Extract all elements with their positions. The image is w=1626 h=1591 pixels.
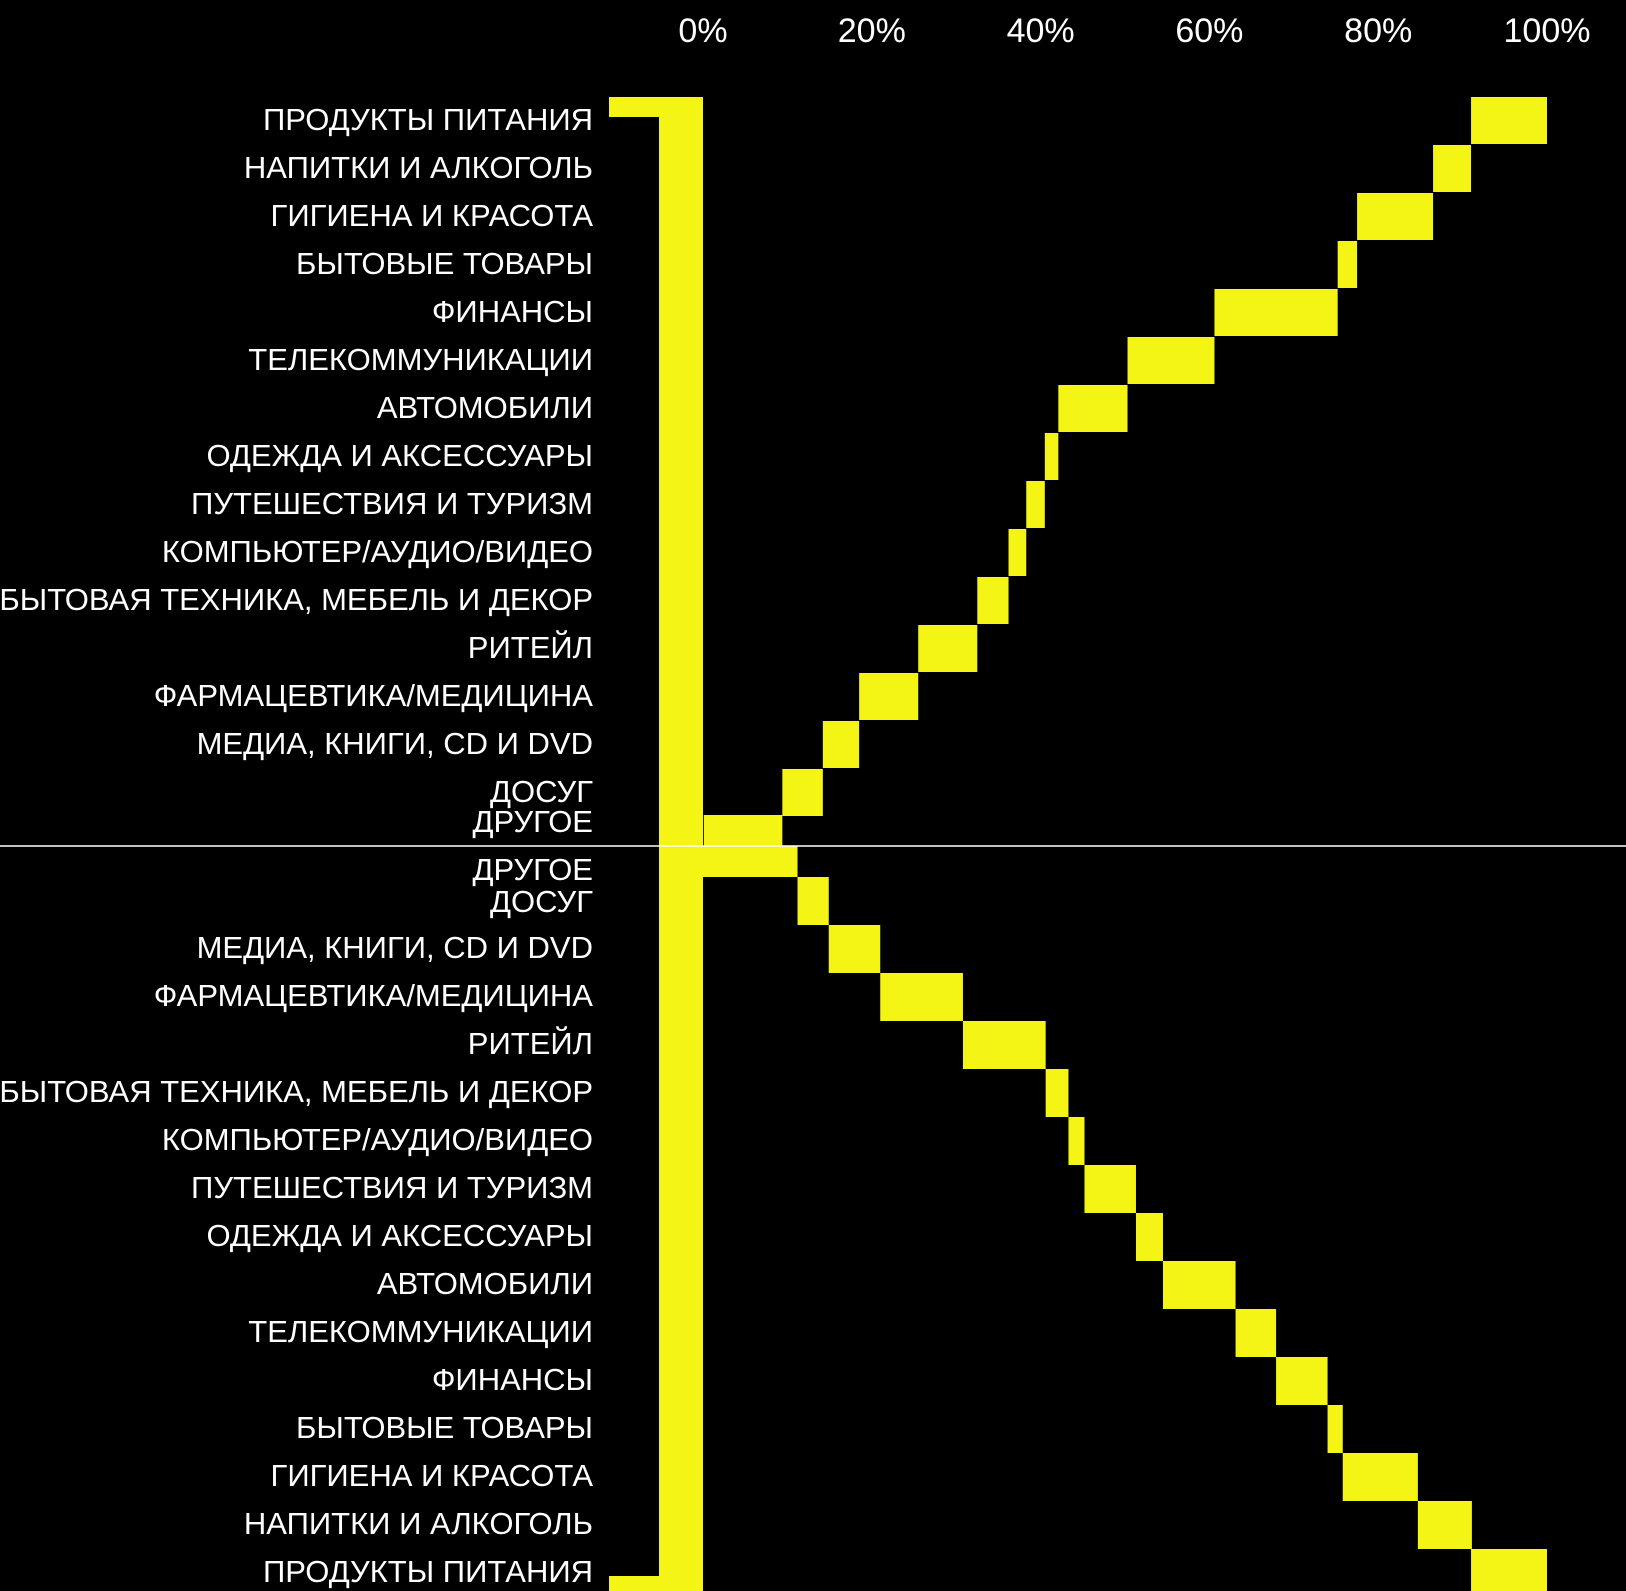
- bar-bottom: [1045, 1069, 1069, 1117]
- bar-top: [1337, 241, 1358, 288]
- category-label-top: БЫТОВЫЕ ТОВАРЫ: [296, 246, 593, 281]
- category-label-top: ТЕЛЕКОММУНИКАЦИИ: [248, 342, 593, 377]
- bar-top: [918, 625, 978, 672]
- bar-top: [782, 769, 823, 816]
- category-label-bottom: ТЕЛЕКОММУНИКАЦИИ: [248, 1314, 593, 1349]
- bar-top: [1026, 481, 1045, 528]
- category-label-bottom: ГИГИЕНА И КРАСОТА: [271, 1458, 594, 1493]
- category-label-top: ПРОДУКТЫ ПИТАНИЯ: [263, 102, 593, 137]
- category-label-top: ФИНАНСЫ: [432, 294, 593, 329]
- bar-top: [1357, 193, 1434, 240]
- category-label-bottom: ФАРМАЦЕВТИКА/МЕДИЦИНА: [154, 978, 594, 1013]
- bar-bottom: [1135, 1213, 1163, 1261]
- category-label-bottom: БЫТОВАЯ ТЕХНИКА, МЕБЕЛЬ И ДЕКОР: [0, 1074, 593, 1109]
- category-label-top: ДРУГОЕ: [472, 804, 593, 839]
- category-label-bottom: МЕДИА, КНИГИ, CD И DVD: [197, 930, 593, 965]
- category-label-top: НАПИТКИ И АЛКОГОЛЬ: [244, 150, 593, 185]
- x-tick-label: 40%: [1007, 12, 1075, 50]
- category-label-bottom: ПРОДУКТЫ ПИТАНИЯ: [263, 1554, 593, 1589]
- total-bar-bottom: [659, 846, 703, 1591]
- x-tick-label: 60%: [1175, 12, 1243, 50]
- bar-top: [1044, 433, 1059, 480]
- bar-bottom: [1276, 1357, 1328, 1405]
- category-label-top: ГИГИЕНА И КРАСОТА: [271, 198, 594, 233]
- bar-bottom: [703, 846, 798, 877]
- bar-top: [977, 577, 1009, 624]
- bar-top: [703, 815, 783, 846]
- total-bar-bottom-cap: [609, 1576, 703, 1591]
- bar-bottom: [1162, 1261, 1236, 1309]
- category-label-top: ФАРМАЦЕВТИКА/МЕДИЦИНА: [154, 678, 594, 713]
- total-bar-top: [659, 97, 703, 846]
- bar-bottom: [1235, 1309, 1277, 1357]
- category-label-bottom: КОМПЬЮТЕР/АУДИО/ВИДЕО: [162, 1122, 593, 1157]
- bar-bottom: [1084, 1165, 1136, 1213]
- x-tick-label: 0%: [678, 12, 727, 50]
- category-label-top: МЕДИА, КНИГИ, CD И DVD: [197, 726, 593, 761]
- bar-bottom: [962, 1021, 1046, 1069]
- category-label-bottom: ДОСУГ: [490, 884, 593, 919]
- bar-bottom: [1068, 1117, 1085, 1165]
- bar-top: [1058, 385, 1128, 432]
- category-label-top: ОДЕЖДА И АКСЕССУАРЫ: [206, 438, 593, 473]
- bar-bottom: [1471, 1549, 1547, 1591]
- category-label-bottom: АВТОМОБИЛИ: [377, 1266, 593, 1301]
- x-tick-label: 20%: [838, 12, 906, 50]
- bar-top: [1433, 145, 1472, 192]
- x-tick-label: 80%: [1344, 12, 1412, 50]
- bar-top: [1214, 289, 1338, 336]
- category-label-bottom: БЫТОВЫЕ ТОВАРЫ: [296, 1410, 593, 1445]
- bar-bottom: [880, 973, 963, 1021]
- bar-top: [1471, 97, 1547, 144]
- category-label-top: ДОСУГ: [490, 774, 593, 809]
- category-label-top: РИТЕЙЛ: [468, 629, 593, 665]
- bar-bottom: [1342, 1453, 1418, 1501]
- category-label-bottom: ОДЕЖДА И АКСЕССУАРЫ: [206, 1218, 593, 1253]
- category-label-top: АВТОМОБИЛИ: [377, 390, 593, 425]
- category-label-top: БЫТОВАЯ ТЕХНИКА, МЕБЕЛЬ И ДЕКОР: [0, 582, 593, 617]
- bar-bottom: [1327, 1405, 1343, 1453]
- category-label-bottom: ПУТЕШЕСТВИЯ И ТУРИЗМ: [191, 1170, 593, 1205]
- bar-top: [1127, 337, 1215, 384]
- category-label-bottom: ФИНАНСЫ: [432, 1362, 593, 1397]
- category-label-top: ПУТЕШЕСТВИЯ И ТУРИЗМ: [191, 486, 593, 521]
- category-label-bottom: ДРУГОЕ: [472, 852, 593, 887]
- bar-top: [1008, 529, 1027, 576]
- bar-bottom: [797, 877, 829, 925]
- bar-bottom: [828, 925, 881, 973]
- category-label-bottom: РИТЕЙЛ: [468, 1025, 593, 1061]
- x-tick-label: 100%: [1504, 12, 1591, 50]
- bar-top: [822, 721, 860, 768]
- category-label-top: КОМПЬЮТЕР/АУДИО/ВИДЕО: [162, 534, 593, 569]
- bar-bottom: [1417, 1501, 1472, 1549]
- category-label-bottom: НАПИТКИ И АЛКОГОЛЬ: [244, 1506, 593, 1541]
- bar-top: [859, 673, 919, 720]
- x-axis-ticks: 0% 20% 40% 60% 80% 100%: [678, 12, 1590, 50]
- category-labels: ПРОДУКТЫ ПИТАНИЯ НАПИТКИ И АЛКОГОЛЬ ГИГИЕН…: [0, 102, 593, 1589]
- bars: [609, 97, 1547, 1591]
